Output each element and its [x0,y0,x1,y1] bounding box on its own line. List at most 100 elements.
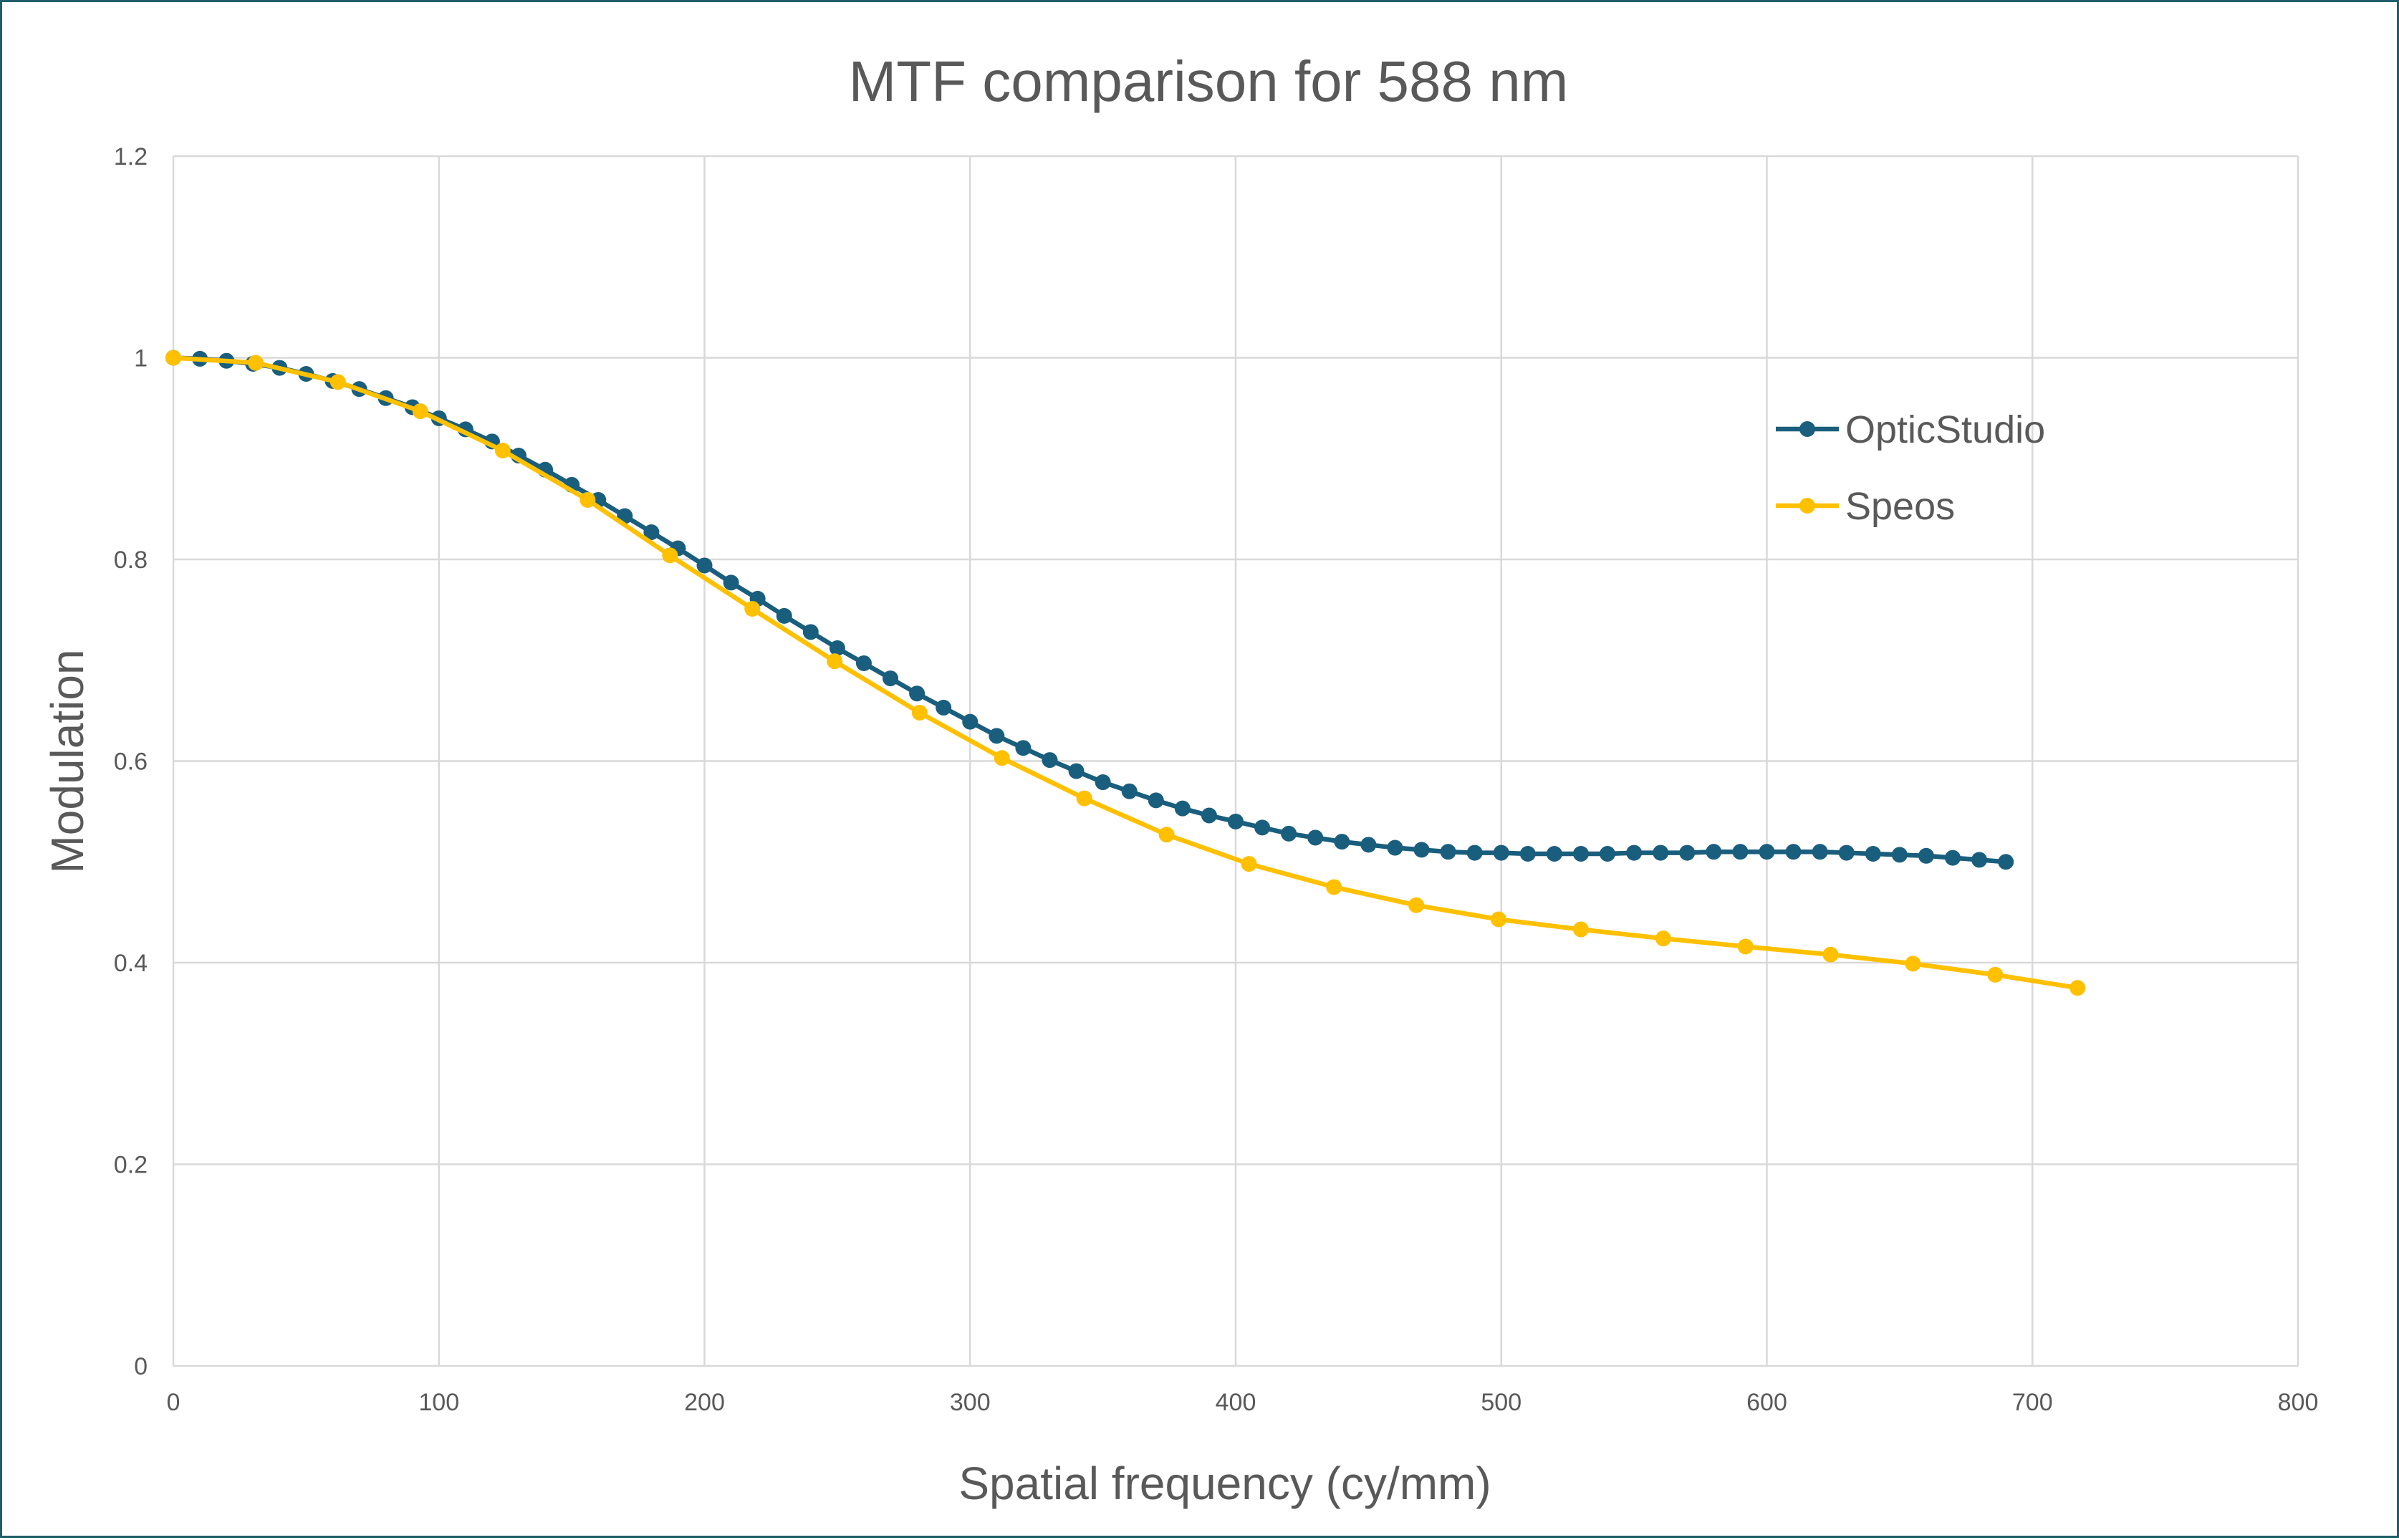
legend-entry: OpticStudio [1776,408,2045,451]
data-point [802,624,819,640]
data-point [1095,774,1111,791]
data-point [2069,980,2086,996]
data-point [962,713,979,730]
y-tick-label: 0.8 [114,547,148,574]
data-point [1546,845,1562,862]
data-point [1653,844,1669,861]
data-point [1945,850,1961,866]
data-point [1228,813,1244,829]
x-tick-label: 300 [950,1389,991,1416]
data-point [1998,854,2014,870]
gridlines [172,155,2299,1367]
x-tick-label: 700 [2012,1389,2053,1416]
data-point [1600,845,1616,862]
data-point [1706,844,1722,860]
data-point [1466,844,1483,861]
data-point [829,640,845,656]
data-point [1493,844,1509,861]
data-point [936,699,952,716]
data-point [1572,845,1589,862]
legend-label: OpticStudio [1845,408,2045,451]
data-point [1679,844,1696,861]
x-tick-label: 800 [2278,1389,2319,1416]
data-point [911,704,928,721]
data-point [1655,930,1671,947]
data-point [1572,921,1589,938]
data-point [1241,856,1257,872]
data-point [1491,911,1507,928]
y-tick-label: 1.2 [114,143,148,170]
y-tick-label: 0.4 [114,950,148,977]
data-point [165,350,181,366]
data-point [494,442,511,458]
data-point [1822,946,1839,963]
data-point [1865,845,1881,862]
data-point [696,557,713,574]
x-tick-label: 0 [167,1389,181,1416]
data-point [1201,807,1217,824]
data-point [1121,783,1138,799]
data-point [1905,956,1921,972]
data-point [1838,844,1855,861]
series-line [170,355,2080,991]
data-point [412,403,428,420]
data-point [1732,844,1749,860]
y-axis-title: Modulation [42,649,93,873]
data-point [883,670,899,687]
chart-title: MTF comparison for 588 nm [849,49,1569,113]
data-point [580,491,596,508]
x-tick-label: 600 [1746,1389,1787,1416]
y-tick-label: 0.2 [114,1152,148,1179]
data-point [776,607,792,624]
data-point [1015,740,1032,756]
legend-entry: Speos [1776,485,1955,528]
x-tick-label: 100 [418,1389,459,1416]
series-speos [165,350,2086,996]
data-point [1334,834,1350,850]
y-tick-label: 0 [134,1353,148,1380]
data-point [1785,844,1802,860]
data-point [989,728,1005,744]
data-point [723,574,739,591]
data-point [662,547,678,564]
data-point [1254,819,1271,836]
x-tick-label: 400 [1216,1389,1256,1416]
data-point [1759,844,1775,860]
y-tick-label: 1 [134,345,148,372]
data-point [1360,837,1377,853]
data-point [1891,847,1908,863]
x-tick-label: 200 [684,1389,725,1416]
x-tick-label: 500 [1481,1389,1521,1416]
legend-label: Speos [1845,485,1955,528]
data-point [1737,938,1754,955]
data-point [247,355,264,371]
axes: 0 100 200 300 400 500 600 700 800 0 0.2 0.4 0.6 0.8 1 1… [114,143,2319,1416]
data-point [1174,800,1191,817]
data-point [744,600,761,617]
data-point [855,655,872,671]
data-point [1307,829,1324,846]
data-point [1440,844,1456,860]
legend-swatch-marker [1799,421,1815,437]
series-layer [165,350,2086,996]
data-point [1971,852,1988,868]
data-point [994,750,1010,766]
data-point [643,524,660,540]
data-point [827,653,843,670]
series-line [170,355,2009,865]
data-point [1326,879,1342,895]
data-point [1408,897,1425,913]
data-point [1076,790,1092,807]
data-point [1387,839,1403,856]
data-point [1148,792,1164,809]
data-point [1987,966,2004,983]
legend-swatch-marker [1799,498,1815,514]
data-point [1519,845,1536,862]
data-point [1413,842,1430,858]
data-point [1281,825,1297,842]
data-point [1042,752,1058,769]
data-point [1812,844,1828,860]
data-point [909,685,926,702]
